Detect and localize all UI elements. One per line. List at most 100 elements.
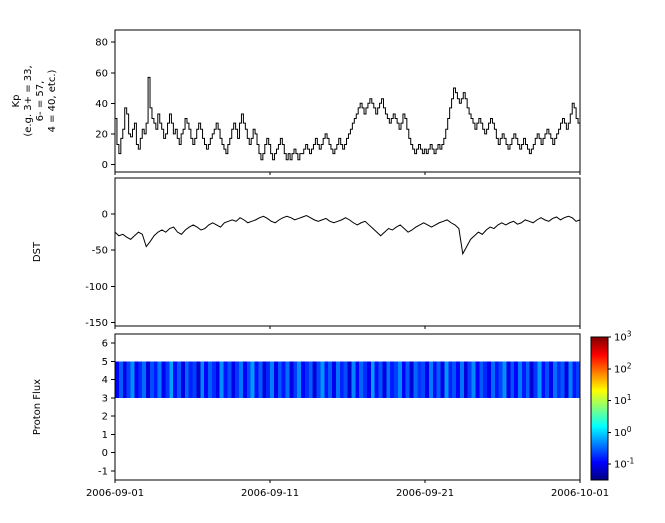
proton-band-column	[146, 361, 151, 398]
colorbar-border	[590, 336, 609, 481]
kp-panel	[114, 29, 581, 173]
proton-band-column	[339, 361, 345, 398]
proton-band-column	[568, 361, 573, 398]
y-tick-label: 40	[95, 99, 108, 110]
proton-band-column	[254, 361, 259, 398]
x-tick-label: 2006-09-11	[241, 488, 299, 499]
y-tick-label: 0	[102, 448, 108, 459]
y-tick-label: 1	[102, 430, 108, 441]
proton-band-column	[173, 361, 178, 398]
proton-band-column	[479, 361, 484, 398]
proton-band-column	[192, 361, 197, 398]
proton-band-column	[467, 361, 472, 398]
proton-band-column	[463, 361, 469, 398]
proton-band-column	[227, 361, 232, 398]
y-tick-label: 3	[102, 393, 108, 404]
x-tick-label: 2006-09-21	[396, 488, 454, 499]
x-tick-label: 2006-09-01	[86, 488, 144, 499]
proton-band-column	[564, 361, 569, 398]
proton-band-column	[386, 361, 391, 398]
proton-band-column	[332, 361, 337, 398]
proton-band-column	[211, 361, 217, 398]
proton-band-column	[363, 361, 368, 398]
proton-band-column	[452, 361, 457, 398]
proton-band-column	[258, 361, 263, 398]
y-tick-label: 80	[95, 38, 108, 49]
proton-band-column	[359, 361, 364, 398]
proton-band-column	[277, 361, 283, 398]
proton-band-column	[397, 361, 403, 398]
proton-band-column	[545, 361, 550, 398]
proton-band-column	[421, 361, 426, 398]
proton-band-column	[459, 361, 465, 398]
proton-band-column	[281, 361, 286, 398]
proton-band-column	[374, 361, 379, 398]
proton-band-column	[165, 361, 170, 398]
proton-band-column	[576, 361, 581, 398]
proton-band-column	[494, 361, 500, 398]
proton-band-column	[502, 361, 507, 398]
kp-trace	[115, 76, 581, 161]
proton-band-column	[529, 361, 534, 398]
y-tick-label: 20	[95, 129, 108, 140]
proton-band-column	[335, 361, 341, 398]
proton-band-column	[490, 361, 496, 398]
colorbar-tick-label: 103	[614, 330, 632, 344]
proton-band-column	[196, 361, 201, 398]
proton-band-column	[351, 361, 356, 398]
y-tick-label: 2	[102, 412, 108, 423]
proton-band-column	[487, 361, 492, 398]
proton-band-column	[448, 361, 453, 398]
proton-band-column	[266, 361, 271, 398]
y-tick-label: -50	[92, 246, 108, 257]
proton-band-column	[235, 361, 240, 398]
proton-band-column	[525, 361, 531, 398]
proton-band-column	[541, 361, 546, 398]
proton-band-column	[157, 361, 162, 398]
proton-band-column	[231, 361, 236, 398]
proton-band-column	[219, 361, 224, 398]
dst-trace	[114, 214, 581, 256]
proton-band-column	[378, 361, 383, 398]
proton-band-column	[149, 361, 155, 398]
y-tick-label: 0	[102, 210, 108, 221]
proton-band-column	[208, 361, 213, 398]
proton-band-column	[471, 361, 476, 398]
proton-band-column	[126, 361, 131, 398]
proton-band-column	[301, 361, 306, 398]
proton-band-column	[401, 361, 407, 398]
proton-band-column	[242, 361, 248, 398]
proton-band-column	[297, 361, 302, 398]
y-tick-label: 5	[102, 357, 108, 368]
proton-band-column	[215, 361, 221, 398]
colorbar-tick-label: 100	[614, 425, 632, 439]
proton-band-column	[347, 361, 352, 398]
y-tick-label: 4	[102, 375, 108, 386]
dst-panel	[114, 177, 581, 327]
proton-band-column	[328, 361, 333, 398]
proton-band-column	[343, 361, 348, 398]
proton-band-column	[521, 361, 527, 398]
proton-band-column	[456, 361, 461, 398]
proton-band-column	[293, 361, 298, 398]
colorbar-tick-label: 101	[614, 393, 632, 407]
proton-band-column	[153, 361, 159, 398]
proton-band-column	[514, 361, 519, 398]
y-tick-label: -150	[85, 318, 108, 329]
proton-band-column	[533, 361, 538, 398]
proton-band-column	[118, 361, 124, 398]
proton-band-column	[130, 361, 135, 398]
y-tick-label: 60	[95, 68, 108, 79]
proton-band-column	[366, 361, 372, 398]
proton-band-column	[556, 361, 562, 398]
proton-band-column	[250, 361, 255, 398]
y-tick-label: -100	[85, 282, 108, 293]
proton-band-column	[316, 361, 321, 398]
proton-band-column	[312, 361, 317, 398]
proton-band-column	[506, 361, 511, 398]
proton-band-column	[285, 361, 290, 398]
proton-band-column	[180, 361, 186, 398]
proton-band-column	[239, 361, 244, 398]
